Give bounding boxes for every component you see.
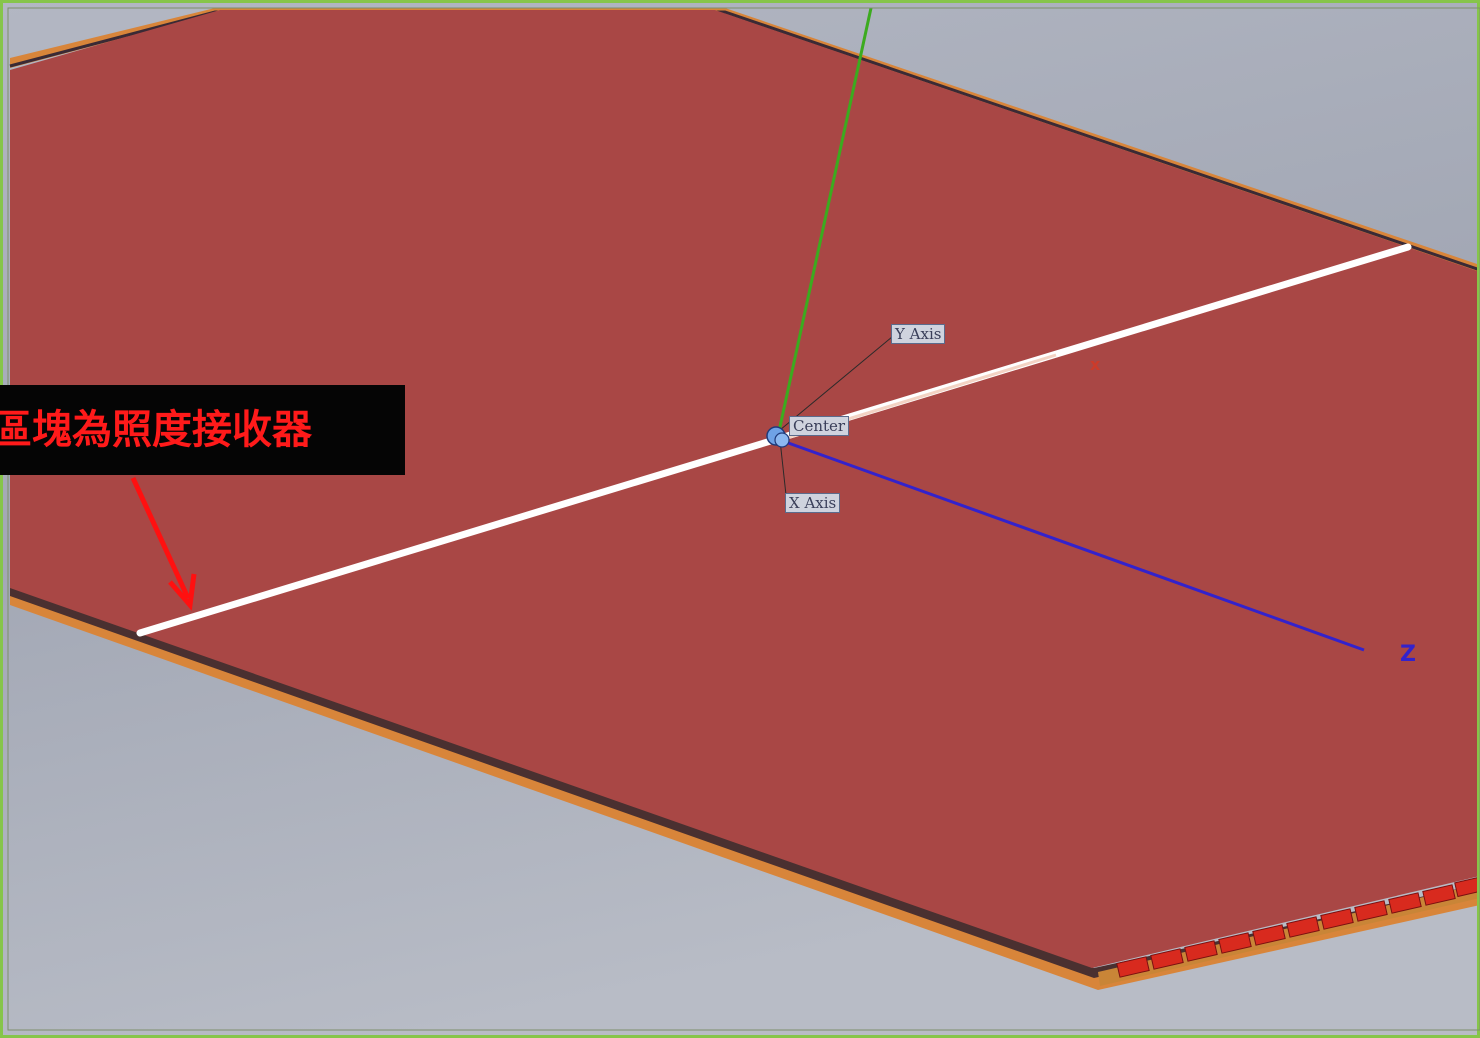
z-axis-letter: Z bbox=[1400, 642, 1416, 667]
led-strip bbox=[1098, 876, 1480, 986]
x-axis-tag[interactable]: X Axis bbox=[785, 493, 841, 513]
z-axis-line bbox=[779, 438, 1365, 652]
y-axis-tag[interactable]: Y Axis bbox=[891, 324, 946, 344]
center-marker bbox=[766, 426, 790, 448]
x-axis-leader bbox=[779, 439, 787, 496]
y-axis-line bbox=[776, 7, 873, 437]
annotation-arrow bbox=[130, 476, 197, 611]
y-axis-leader bbox=[779, 336, 893, 431]
center-tag[interactable]: Center bbox=[789, 416, 850, 436]
annotation-label: 區塊為照度接收器 bbox=[0, 385, 405, 475]
viewport-inner-frame bbox=[7, 7, 1480, 1031]
plate-surface bbox=[10, 10, 1480, 968]
x-axis-letter-faint: x bbox=[1090, 355, 1101, 374]
